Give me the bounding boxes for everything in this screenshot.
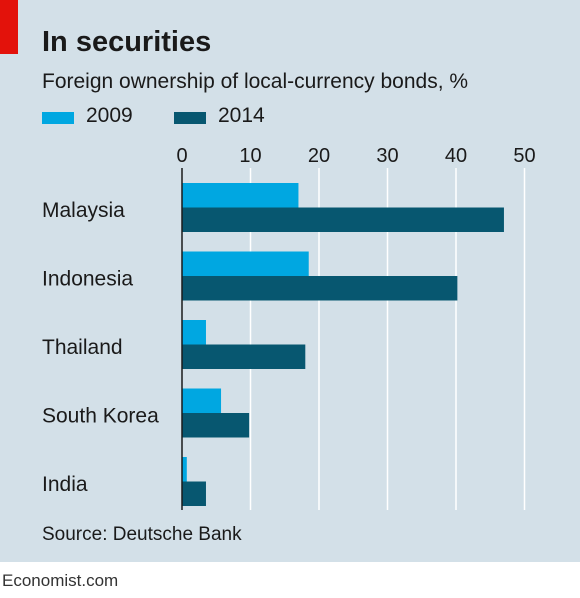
- bar-2009-thailand: [182, 320, 206, 345]
- x-tick-label-20: 20: [308, 145, 330, 167]
- bar-2014-south-korea: [182, 413, 250, 438]
- legend-label-2014: 2014: [218, 104, 265, 127]
- x-tick-label-10: 10: [239, 145, 261, 167]
- legend-label-2009: 2009: [86, 104, 133, 127]
- legend-swatch-2009: [42, 112, 74, 124]
- category-label: Thailand: [42, 336, 123, 359]
- chart-title: In securities: [42, 26, 212, 58]
- economist-red-tag: [0, 0, 18, 54]
- source-note: Source: Deutsche Bank: [42, 524, 242, 545]
- x-tick-label-30: 30: [376, 145, 398, 167]
- bar-2014-indonesia: [182, 276, 458, 301]
- bar-2009-malaysia: [182, 183, 299, 208]
- chart-subtitle: Foreign ownership of local-currency bond…: [42, 70, 469, 93]
- x-tick-label-0: 0: [176, 145, 187, 167]
- economist-footer: Economist.com: [2, 571, 119, 590]
- bar-2014-india: [182, 481, 206, 506]
- bar-2009-india: [182, 457, 187, 482]
- bar-2009-indonesia: [182, 251, 309, 276]
- x-tick-label-50: 50: [513, 145, 535, 167]
- bar-2009-south-korea: [182, 388, 222, 413]
- category-label: Malaysia: [42, 199, 125, 222]
- category-label: India: [42, 473, 88, 496]
- x-tick-label-40: 40: [445, 145, 467, 167]
- bar-2014-malaysia: [182, 207, 504, 232]
- legend-swatch-2014: [174, 112, 206, 124]
- bar-2014-thailand: [182, 344, 306, 369]
- category-label: South Korea: [42, 405, 159, 428]
- category-label: Indonesia: [42, 268, 133, 291]
- bar-chart: 0 10 20 30 40 50 Malaysia Indonesia Thailand Sout…: [42, 145, 536, 510]
